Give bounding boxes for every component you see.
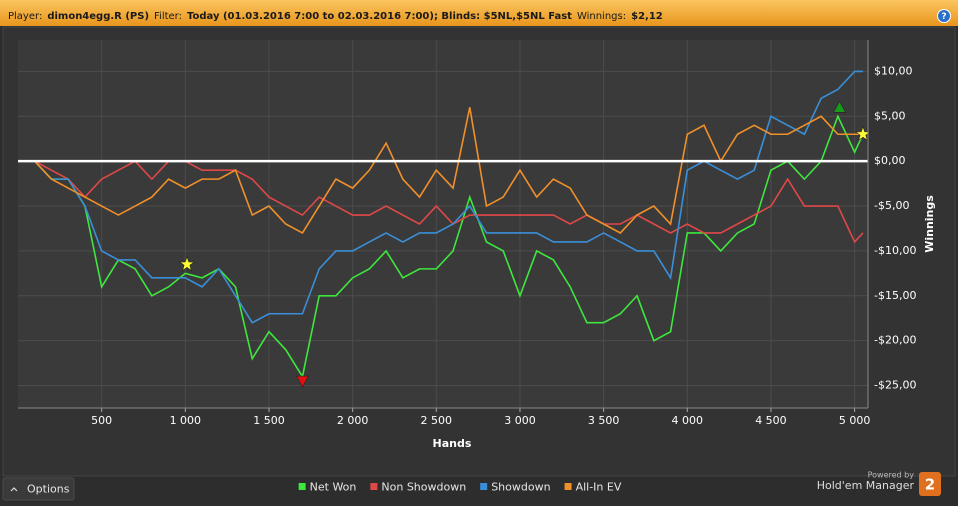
header-text: Filter: [154, 11, 182, 22]
options-label[interactable]: Options [27, 483, 70, 496]
legend-label: Net Won [310, 481, 357, 494]
options-button[interactable] [2, 477, 75, 501]
series-line [18, 160, 864, 244]
x-tick-label: 4 500 [755, 414, 787, 427]
series-line [18, 114, 864, 379]
y-tick-label: -$10,00 [874, 244, 916, 257]
header-text: dimon4egg.R (PS) [47, 11, 149, 22]
x-tick-label: 4 000 [672, 414, 704, 427]
legend-label: All-In EV [576, 481, 622, 494]
y-tick-label: -$25,00 [874, 379, 916, 392]
series-line [18, 70, 863, 324]
plot-area [18, 40, 868, 408]
x-tick-label: 3 500 [588, 414, 620, 427]
x-axis-title: Hands [433, 437, 472, 450]
x-tick-label: 2 500 [421, 414, 453, 427]
y-tick-label: -$20,00 [874, 334, 916, 347]
brand-logo [919, 472, 941, 496]
options-caret[interactable] [10, 487, 18, 492]
header-bar [0, 0, 958, 26]
ticks: 500 1 000 1 500 2 000 2 500 3 000 3 500 4 000 4 … [18, 40, 916, 427]
legend: Net Won Non Showdown Showdown All-In EV [298, 481, 622, 494]
series-line [18, 107, 863, 235]
brand: Hold'em Manager [817, 479, 915, 492]
lines [18, 70, 871, 388]
legend-swatch [564, 483, 572, 490]
y-tick-label: -$5,00 [874, 199, 909, 212]
y-tick-label: $10,00 [874, 64, 913, 77]
header: Player: dimon4egg.R (PS) Filter: Today (01.… [8, 11, 663, 22]
legend-label: Non Showdown [381, 481, 466, 494]
marker [179, 255, 195, 272]
legend-swatch [298, 483, 306, 490]
header-text: Player: [8, 11, 42, 22]
y-axis-title: Winnings [923, 195, 936, 253]
x-tick-label: 1 500 [253, 414, 285, 427]
x-tick-label: 3 000 [504, 414, 536, 427]
y-tick-label: -$15,00 [874, 289, 916, 302]
marker [295, 375, 309, 388]
legend-label: Showdown [491, 481, 550, 494]
y-tick-label: $0,00 [874, 154, 906, 167]
legend-swatch [370, 483, 378, 490]
powered-by: Powered by [868, 471, 915, 480]
x-tick-label: 500 [91, 414, 112, 427]
help-icon[interactable]: ? [941, 12, 946, 22]
x-tick-label: 1 000 [170, 414, 202, 427]
x-tick-label: 2 000 [337, 414, 369, 427]
marker [833, 100, 847, 113]
header-text: Today (01.03.2016 7:00 to 02.03.2016 7:0… [187, 11, 572, 22]
header-text: Winnings: [577, 11, 626, 22]
y-tick-label: $5,00 [874, 109, 906, 122]
header-text: $2,12 [631, 11, 663, 22]
brand-logo-text: 2 [925, 476, 935, 494]
x-tick-label: 5 000 [839, 414, 871, 427]
legend-swatch [480, 483, 488, 490]
help-button[interactable] [937, 9, 951, 23]
